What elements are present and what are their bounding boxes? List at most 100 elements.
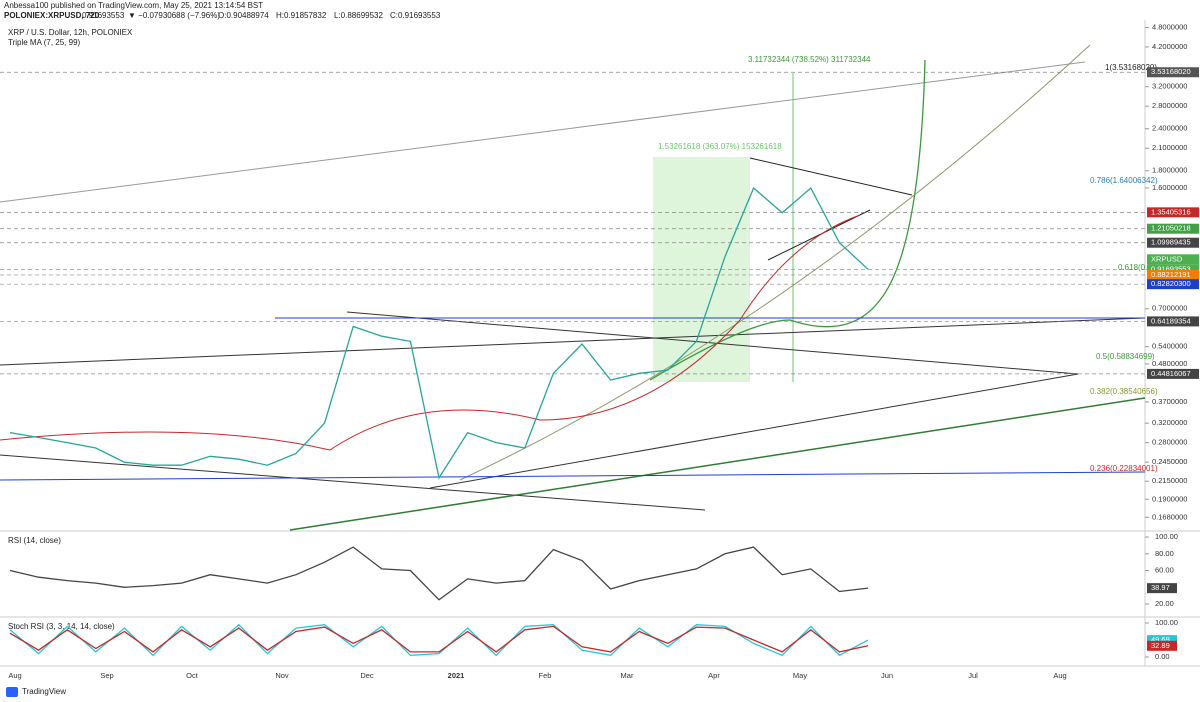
y-tick-label: 3.2000000 [1152,82,1187,91]
fib-label: 0.5(0.58834699) [1096,352,1155,361]
price-line [9,186,869,480]
y-tick-label: 4.8000000 [1152,22,1187,31]
x-tick-label: Oct [186,671,199,680]
indicator: Triple MA (7, 25, 99) [8,38,81,47]
badge-label: 3.53168020 [1151,67,1191,76]
instrument: XRP / U.S. Dollar, 12h, POLONIEX [8,28,133,37]
fib-label: 0.236(0.22834001) [1090,464,1158,473]
fib-label: 1(3.53168020) [1105,63,1157,72]
trend-line [346,311,1079,375]
y-tick-label: 80.00 [1155,549,1174,558]
y-tick-label: 2.4000000 [1152,124,1187,133]
publisher: Anbessa100 published on TradingView.com,… [4,1,263,10]
stoch-value: 49.69 [1151,635,1170,644]
fib-label: 0.618(0.89...) [1118,263,1166,272]
trend-line [0,317,1146,366]
brand-logo [6,687,18,697]
y-tick-label: 0.4800000 [1152,359,1187,368]
y-tick-label: 100.00 [1155,532,1178,541]
y-tick-label: 4.2000000 [1152,42,1187,51]
y-tick-label: 0.1680000 [1152,512,1187,521]
brand: TradingView [22,687,66,696]
y-tick-label: 0.7000000 [1152,304,1187,313]
trend-line [0,61,1086,203]
curve [459,44,1091,481]
x-tick-label: Sep [100,671,113,680]
price-badge [1147,279,1199,290]
x-tick-label: Aug [8,671,21,680]
price-badge [1147,237,1199,248]
symbol: POLONIEX:XRPUSD, 720 [4,11,100,20]
badge-label: 0.64189354 [1151,316,1191,325]
y-tick-label: 1.6000000 [1152,183,1187,192]
moving-average [0,214,861,451]
y-tick-label: 0.3700000 [1152,397,1187,406]
x-tick-label: Apr [708,671,720,680]
fib-label: 0.382(0.38540656) [1090,387,1158,396]
trend-line [289,397,1146,531]
low: L:0.88699532 [334,11,383,20]
badge-label: 1.35405316 [1151,207,1191,216]
change: ▼ −0.07930688 (−7.96%) [128,11,220,20]
y-tick-label: 0.5400000 [1152,342,1187,351]
y-tick-label: 1.8000000 [1152,166,1187,175]
price-badge [1147,264,1199,275]
y-tick-label: 0.3200000 [1152,418,1187,427]
rsi-line [9,546,869,601]
y-tick-label: 0.2800000 [1152,438,1187,447]
price-badge [1147,368,1199,379]
open: O:0.90488974 [218,11,269,20]
x-tick-label: Mar [621,671,634,680]
high: H:0.91857832 [276,11,327,20]
triangle-line [749,157,913,196]
badge-label: 0.82820300 [1151,279,1191,288]
x-tick-label: Nov [275,671,289,680]
x-tick-label: May [793,671,807,680]
symbol-badge [1147,254,1199,265]
price-badge [1147,207,1199,218]
close: C:0.91693553 [390,11,441,20]
stoch-title: Stoch RSI (3, 3, 14, 14, close) [8,622,115,631]
trend-line [0,454,706,511]
badge-label: 1.09989435 [1151,238,1191,247]
y-tick-label: 2.1000000 [1152,143,1187,152]
y-tick-label: 100.00 [1155,618,1178,627]
stoch-value: 32.89 [1151,641,1170,650]
y-tick-label: 0.1900000 [1152,494,1187,503]
x-tick-label: Feb [539,671,552,680]
price-badge [1147,269,1199,280]
price-badge [1147,223,1199,234]
stoch-badge [1147,635,1177,646]
price-badge [1147,316,1199,327]
y-tick-label: 0.00 [1155,652,1170,661]
badge-label: 0.88212191 [1151,270,1191,279]
badge-label: 0.91693553 [1151,264,1191,273]
rsi-title: RSI (14, close) [8,536,61,545]
fib-label: 0.786(1.64006342) [1090,176,1158,185]
stoch-badge [1147,640,1177,651]
rsi-value: 38.97 [1151,583,1170,592]
y-tick-label: 0.2150000 [1152,476,1187,485]
y-tick-label: 2.8000000 [1152,101,1187,110]
badge-label: 0.44816067 [1151,369,1191,378]
x-tick-label: Jul [968,671,978,680]
y-tick-label: 20.00 [1155,599,1174,608]
measure-label: 1.53261618 (363.07%) 153261618 [658,142,782,151]
trend-line [429,373,1079,489]
support-line [0,471,1146,481]
rsi-badge [1147,583,1177,594]
last: 0.91693553 [82,11,125,20]
x-tick-label: Jun [881,671,893,680]
x-tick-label: Aug [1053,671,1066,680]
measure-label: 3.11732344 (738.52%) 311732344 [748,55,871,64]
x-tick-label: 2021 [448,671,465,680]
badge-label: 1.21050218 [1151,224,1191,233]
x-tick-label: Dec [360,671,374,680]
price-badge [1147,67,1199,78]
y-tick-label: 0.2450000 [1152,457,1187,466]
y-tick-label: 60.00 [1155,566,1174,575]
symbol-label: XRPUSD [1151,254,1183,263]
stoch-line [9,625,869,653]
